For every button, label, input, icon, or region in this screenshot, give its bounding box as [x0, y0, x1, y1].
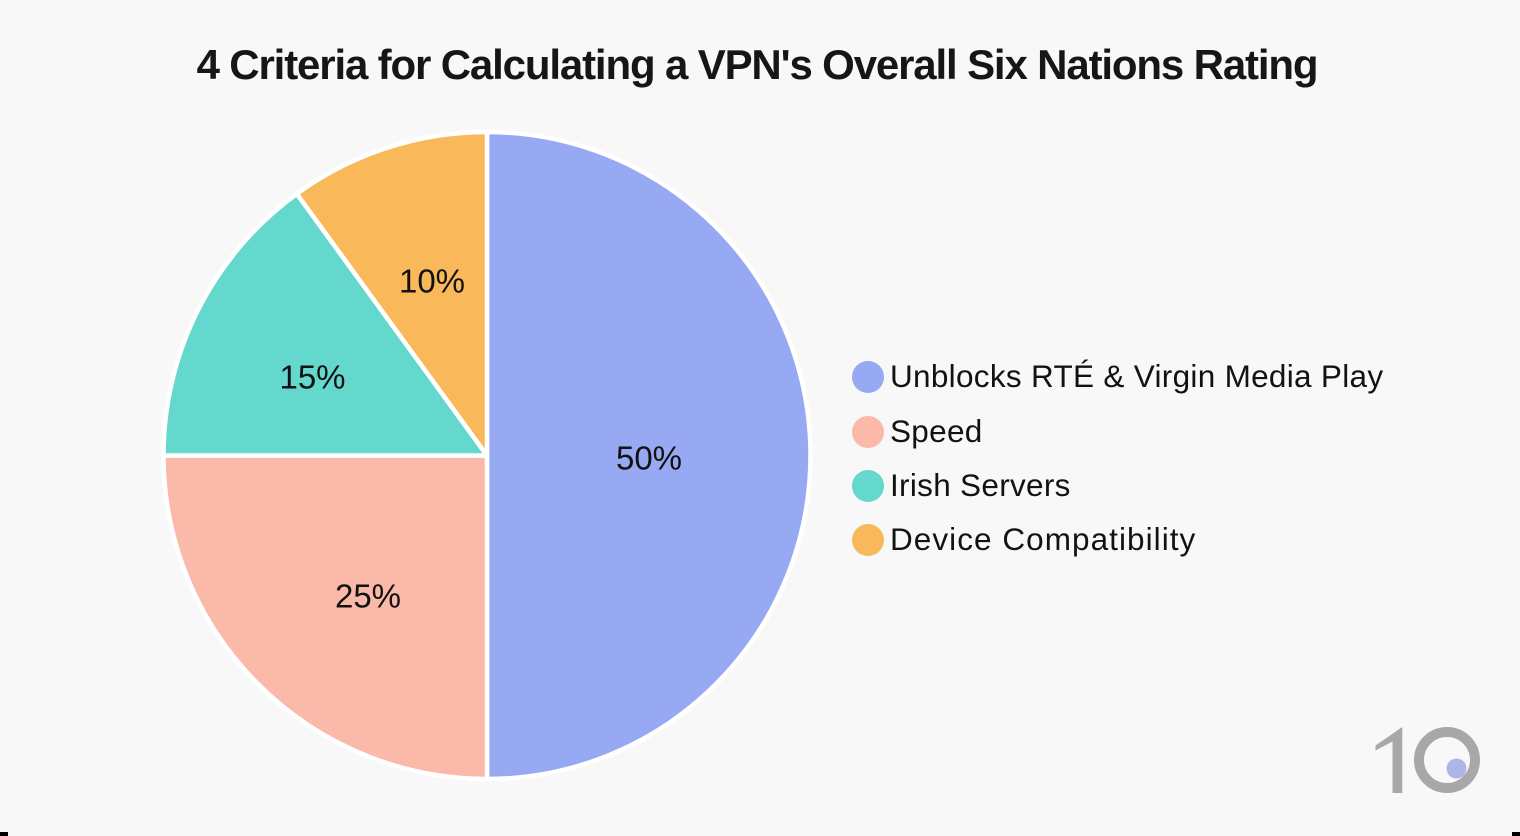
svg-text:10%: 10%: [399, 262, 465, 299]
svg-text:15%: 15%: [279, 359, 345, 396]
svg-text:25%: 25%: [335, 578, 401, 615]
svg-text:50%: 50%: [616, 440, 682, 477]
